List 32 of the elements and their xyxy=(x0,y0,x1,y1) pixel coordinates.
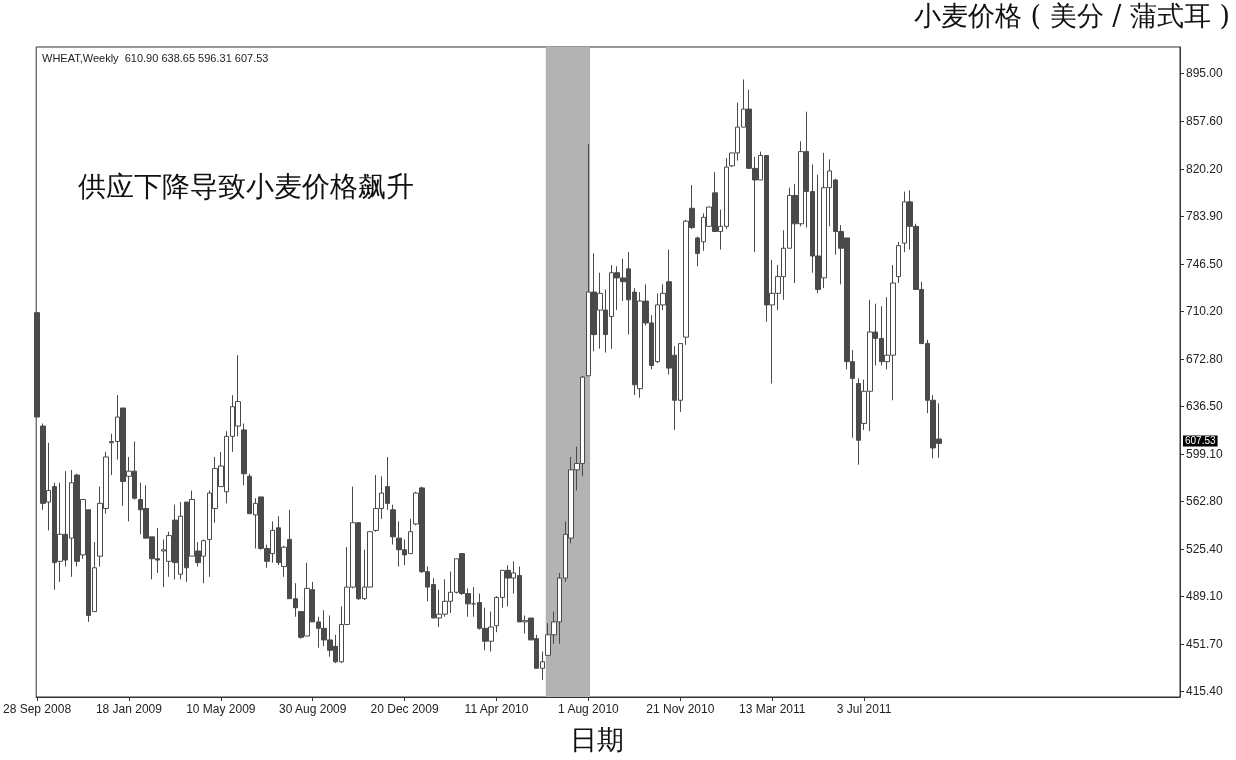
x-tick-label: 20 Dec 2009 xyxy=(370,702,439,716)
y-tick-label: 746.50 xyxy=(1186,257,1224,272)
y-tick-label: 783.90 xyxy=(1186,209,1224,224)
text: 607.53 xyxy=(1185,435,1217,447)
x-tick-label: 13 Mar 2011 xyxy=(738,702,806,716)
y-tick-label: 710.20 xyxy=(1186,304,1224,319)
x-tick-label: 28 Sep 2008 xyxy=(3,702,72,716)
x-tick-label: 10 May 2009 xyxy=(186,702,256,716)
y-tick-label: 820.20 xyxy=(1186,162,1224,177)
x-tick-label: 1 Aug 2010 xyxy=(558,702,620,716)
x-tick-label: 3 Jul 2011 xyxy=(836,702,892,716)
annotation: WHEAT,Weekly 610.90 638.65 596.31 607.53 xyxy=(42,51,269,64)
y-tick-label: 599.10 xyxy=(1186,447,1224,462)
y-tick-label: 672.80 xyxy=(1186,352,1224,367)
x-tick-label: 11 Apr 2010 xyxy=(464,702,529,716)
y-tick-label: 525.40 xyxy=(1186,542,1224,557)
x-tick-label: 21 Nov 2010 xyxy=(646,702,715,716)
y-tick-label: 415.40 xyxy=(1186,683,1224,698)
candlestick xyxy=(896,241,901,284)
candlestick xyxy=(241,422,247,486)
x-tick-label: 18 Jan 2009 xyxy=(95,702,163,716)
y-tick-label: 636.50 xyxy=(1186,399,1224,414)
y-tick-label: 451.70 xyxy=(1186,637,1224,652)
y-tick-label: 857.60 xyxy=(1186,114,1224,129)
y-tick-label: 895.00 xyxy=(1186,66,1224,81)
y-axis-title: 小麦价格 ( 美分 / 蒲式耳 ) xyxy=(913,0,1230,31)
annotation: 供应下降导致小麦价格飙升 xyxy=(78,169,414,203)
y-tick-label: 489.10 xyxy=(1186,588,1224,603)
x-axis-title: 日期 xyxy=(570,724,624,755)
x-tick-label: 30 Aug 2009 xyxy=(279,702,347,716)
candlestick xyxy=(34,312,40,418)
y-tick-label: 562.80 xyxy=(1186,494,1224,509)
